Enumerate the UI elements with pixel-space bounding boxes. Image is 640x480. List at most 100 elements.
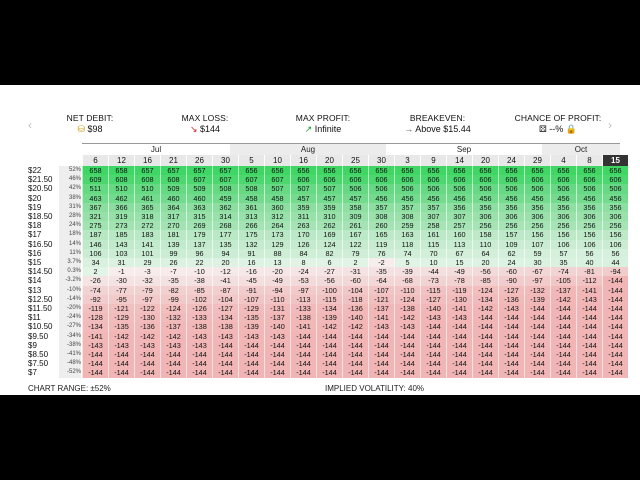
- pl-cell[interactable]: 656: [316, 166, 342, 176]
- date-column-header[interactable]: 4: [550, 155, 576, 166]
- pl-cell[interactable]: 270: [160, 221, 186, 231]
- pl-cell[interactable]: -107: [238, 294, 264, 304]
- pl-cell[interactable]: 56: [576, 248, 602, 258]
- date-column-header[interactable]: 21: [160, 155, 186, 166]
- pl-cell[interactable]: -144: [550, 350, 576, 360]
- pl-cell[interactable]: 606: [394, 175, 420, 185]
- pl-cell[interactable]: 306: [602, 212, 628, 222]
- pl-cell[interactable]: -3: [134, 267, 160, 277]
- pl-cell[interactable]: 2: [82, 267, 108, 277]
- pl-cell[interactable]: 507: [316, 184, 342, 194]
- pl-cell[interactable]: -139: [238, 322, 264, 332]
- pl-cell[interactable]: 359: [316, 202, 342, 212]
- pl-cell[interactable]: -144: [550, 359, 576, 369]
- pl-cell[interactable]: -144: [602, 359, 628, 369]
- pl-cell[interactable]: 106: [602, 239, 628, 249]
- pl-cell[interactable]: -144: [342, 340, 368, 350]
- date-column-header[interactable]: 6: [82, 155, 108, 166]
- pl-cell[interactable]: -49: [446, 267, 472, 277]
- pl-cell[interactable]: 463: [82, 193, 108, 203]
- pl-cell[interactable]: 656: [602, 166, 628, 176]
- pl-cell[interactable]: 456: [576, 193, 602, 203]
- pl-cell[interactable]: -144: [550, 304, 576, 314]
- pl-cell[interactable]: -115: [316, 294, 342, 304]
- pl-cell[interactable]: -137: [550, 285, 576, 295]
- pl-cell[interactable]: -127: [420, 294, 446, 304]
- pl-cell[interactable]: 306: [576, 212, 602, 222]
- pl-cell[interactable]: 360: [264, 202, 290, 212]
- pl-cell[interactable]: -144: [576, 331, 602, 341]
- pl-cell[interactable]: -144: [238, 340, 264, 350]
- pl-cell[interactable]: 263: [290, 221, 316, 231]
- pl-cell[interactable]: -134: [212, 313, 238, 323]
- pl-cell[interactable]: 310: [316, 212, 342, 222]
- pl-cell[interactable]: 113: [446, 239, 472, 249]
- pl-cell[interactable]: -26: [82, 276, 108, 286]
- pl-cell[interactable]: -144: [420, 331, 446, 341]
- pl-cell[interactable]: 365: [134, 202, 160, 212]
- pl-cell[interactable]: -35: [368, 267, 394, 277]
- pl-cell[interactable]: 506: [420, 184, 446, 194]
- pl-cell[interactable]: 272: [134, 221, 160, 231]
- pl-cell[interactable]: 16: [238, 258, 264, 268]
- pl-cell[interactable]: -144: [316, 331, 342, 341]
- pl-cell[interactable]: 606: [576, 175, 602, 185]
- pl-cell[interactable]: 507: [264, 184, 290, 194]
- pl-cell[interactable]: -137: [264, 313, 290, 323]
- pl-cell[interactable]: -141: [368, 313, 394, 323]
- pl-cell[interactable]: -144: [394, 331, 420, 341]
- pl-cell[interactable]: -144: [212, 368, 238, 378]
- pl-cell[interactable]: -132: [160, 313, 186, 323]
- pl-cell[interactable]: -35: [160, 276, 186, 286]
- pl-cell[interactable]: 318: [134, 212, 160, 222]
- pl-cell[interactable]: -135: [108, 322, 134, 332]
- pl-cell[interactable]: -135: [238, 313, 264, 323]
- prev-arrow-icon[interactable]: ‹: [28, 118, 32, 132]
- pl-cell[interactable]: 101: [134, 248, 160, 258]
- pl-cell[interactable]: 359: [290, 202, 316, 212]
- pl-cell[interactable]: 506: [576, 184, 602, 194]
- pl-cell[interactable]: -144: [212, 359, 238, 369]
- pl-cell[interactable]: 82: [316, 248, 342, 258]
- pl-cell[interactable]: 137: [186, 239, 212, 249]
- pl-cell[interactable]: 606: [446, 175, 472, 185]
- pl-cell[interactable]: 170: [290, 230, 316, 240]
- pl-cell[interactable]: -144: [368, 331, 394, 341]
- pl-cell[interactable]: 5: [394, 258, 420, 268]
- pl-cell[interactable]: -144: [290, 340, 316, 350]
- pl-cell[interactable]: -144: [498, 322, 524, 332]
- pl-cell[interactable]: 607: [238, 175, 264, 185]
- pl-cell[interactable]: -144: [602, 294, 628, 304]
- pl-cell[interactable]: -105: [550, 276, 576, 286]
- pl-cell[interactable]: 175: [238, 230, 264, 240]
- pl-cell[interactable]: -144: [316, 340, 342, 350]
- pl-cell[interactable]: -68: [394, 276, 420, 286]
- pl-cell[interactable]: -144: [82, 350, 108, 360]
- pl-cell[interactable]: 135: [212, 239, 238, 249]
- pl-cell[interactable]: 317: [160, 212, 186, 222]
- pl-cell[interactable]: -129: [108, 313, 134, 323]
- pl-cell[interactable]: -78: [446, 276, 472, 286]
- pl-cell[interactable]: 456: [446, 193, 472, 203]
- pl-cell[interactable]: 457: [290, 193, 316, 203]
- pl-cell[interactable]: 185: [108, 230, 134, 240]
- pl-cell[interactable]: -74: [550, 267, 576, 277]
- pl-cell[interactable]: -143: [186, 340, 212, 350]
- pl-cell[interactable]: 62: [498, 248, 524, 258]
- pl-cell[interactable]: -122: [134, 304, 160, 314]
- pl-cell[interactable]: 115: [420, 239, 446, 249]
- pl-cell[interactable]: 606: [550, 175, 576, 185]
- pl-cell[interactable]: -97: [290, 285, 316, 295]
- pl-cell[interactable]: -144: [186, 368, 212, 378]
- pl-cell[interactable]: -136: [134, 322, 160, 332]
- pl-cell[interactable]: 91: [238, 248, 264, 258]
- pl-cell[interactable]: 456: [498, 193, 524, 203]
- date-column-header[interactable]: 25: [342, 155, 368, 166]
- pl-cell[interactable]: -144: [498, 313, 524, 323]
- pl-cell[interactable]: 456: [420, 193, 446, 203]
- pl-cell[interactable]: 657: [212, 166, 238, 176]
- pl-cell[interactable]: -12: [212, 267, 238, 277]
- pl-cell[interactable]: 156: [602, 230, 628, 240]
- pl-cell[interactable]: 256: [550, 221, 576, 231]
- pl-cell[interactable]: -144: [524, 313, 550, 323]
